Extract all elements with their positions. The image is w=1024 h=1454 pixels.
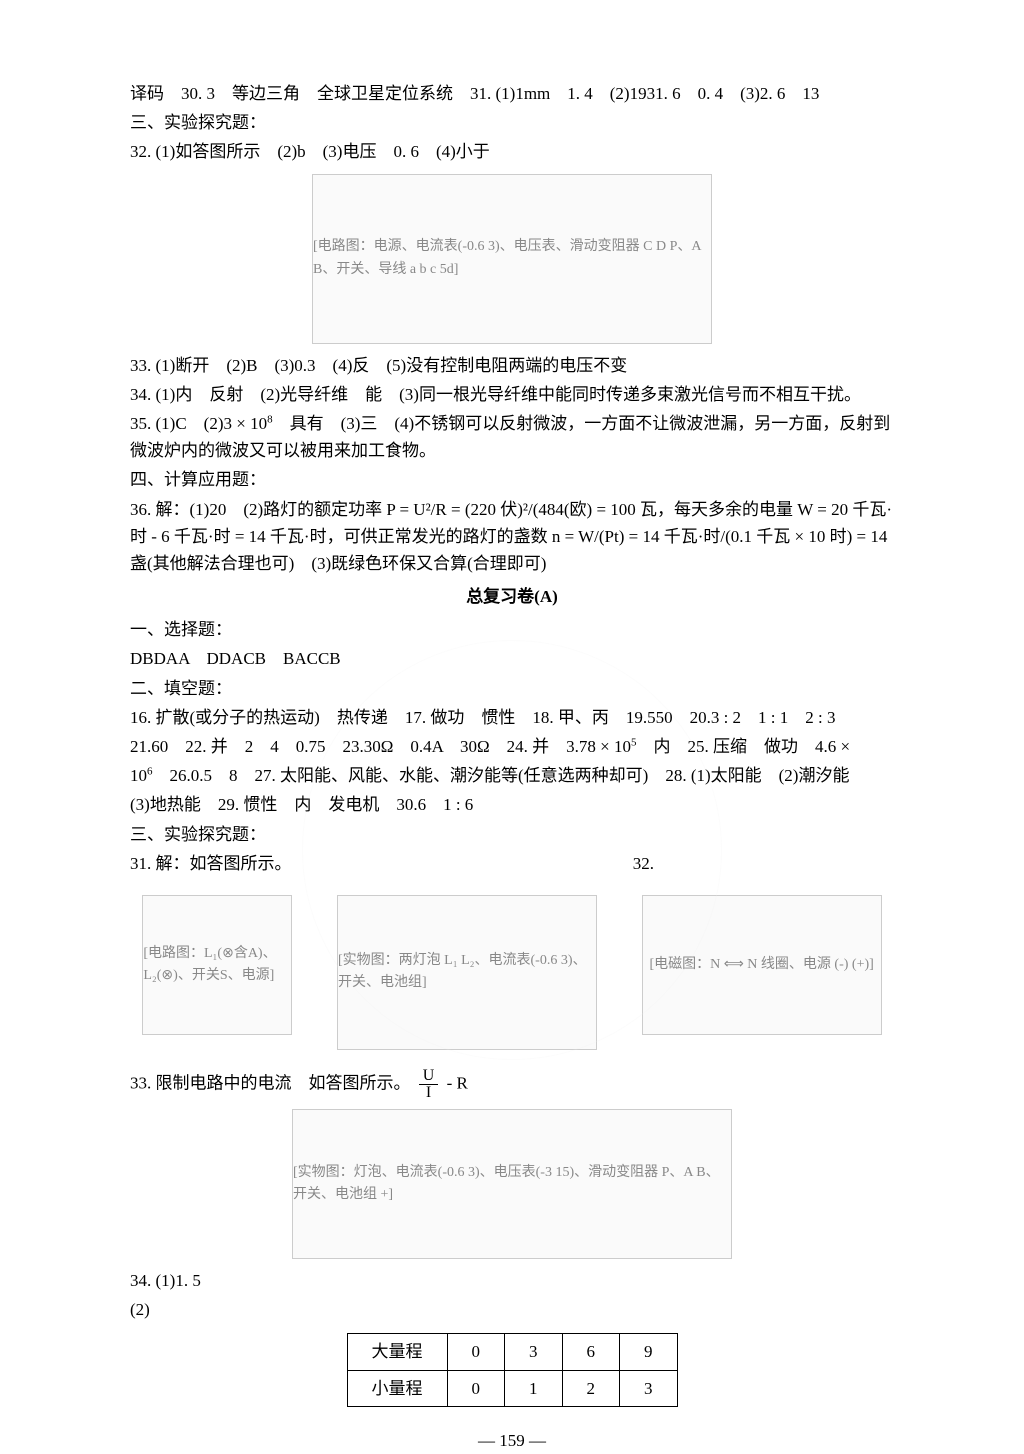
figure-32-electromagnet: [电磁图：N ⟺ N 线圈、电源 (-) (+)] <box>642 895 882 1035</box>
table-header-cell: 大量程 <box>347 1334 447 1370</box>
text-line: 译码 30. 3 等边三角 全球卫星定位系统 31. (1)1mm 1. 4 (… <box>130 80 894 107</box>
figure-33-circuit: [实物图：灯泡、电流表(-0.6 3)、电压表(-3 15)、滑动变阻器 P、A… <box>292 1109 732 1259</box>
text-line: 33. (1)断开 (2)B (3)0.3 (4)反 (5)没有控制电阻两端的电… <box>130 352 894 379</box>
fraction-denominator: I <box>422 1085 435 1101</box>
row-31-32: 31. 解：如答图所示。 32. <box>130 850 894 877</box>
section-heading: 三、实验探究题： <box>130 821 894 848</box>
table-cell: 9 <box>620 1334 678 1370</box>
text-line: 35. (1)C (2)3 × 108 具有 (3)三 (4)不锈钢可以反射微波… <box>130 410 894 464</box>
q31-label: 31. 解：如答图所示。 <box>130 850 292 877</box>
figure-row: [电路图：L₁(⊗含A)、L₂(⊗)、开关S、电源] [实物图：两灯泡 L₁ L… <box>130 887 894 1058</box>
q34-line1: 34. (1)1. 5 <box>130 1267 894 1294</box>
section-heading: 二、填空题： <box>130 675 894 702</box>
section-heading: 三、实验探究题： <box>130 109 894 136</box>
q32-label: 32. <box>633 850 654 877</box>
page-number: — 159 — <box>130 1427 894 1454</box>
text-span: 内 25. 压缩 做功 4.6 × <box>636 737 850 756</box>
table-cell: 6 <box>562 1334 620 1370</box>
text-span: 10 <box>130 766 147 785</box>
q33-suffix: - R <box>447 1073 468 1092</box>
q33-line: 33. 限制电路中的电流 如答图所示。 U I - R <box>130 1068 894 1101</box>
text-line: 106 26.0.5 8 27. 太阳能、风能、水能、潮汐能等(任意选两种却可)… <box>130 762 894 789</box>
figure-31-physical: [实物图：两灯泡 L₁ L₂、电流表(-0.6 3)、开关、电池组] <box>337 895 597 1050</box>
text-line: (3)地热能 29. 惯性 内 发电机 30.6 1 : 6 <box>130 791 894 818</box>
text-line: 36. 解：(1)20 (2)路灯的额定功率 P = U²/R = (220 伏… <box>130 496 894 578</box>
table-cell: 0 <box>447 1334 505 1370</box>
text-line: 16. 扩散(或分子的热运动) 热传递 17. 做功 惯性 18. 甲、丙 19… <box>130 704 894 731</box>
section-heading: 四、计算应用题： <box>130 466 894 493</box>
table-row: 大量程 0 3 6 9 <box>347 1334 677 1370</box>
text-line: 34. (1)内 反射 (2)光导纤维 能 (3)同一根光导纤维中能同时传递多束… <box>130 381 894 408</box>
table-row: 小量程 0 1 2 3 <box>347 1370 677 1406</box>
table-header-cell: 小量程 <box>347 1370 447 1406</box>
review-title: 总复习卷(A) <box>130 583 894 610</box>
table-cell: 3 <box>505 1334 563 1370</box>
q33-prefix: 33. 限制电路中的电流 如答图所示。 <box>130 1073 411 1092</box>
q34-line2: (2) <box>130 1296 894 1323</box>
table-cell: 3 <box>620 1370 678 1406</box>
fraction-numerator: U <box>419 1068 439 1085</box>
text-span: 26.0.5 8 27. 太阳能、风能、水能、潮汐能等(任意选两种却可) 28.… <box>153 766 850 785</box>
table-cell: 2 <box>562 1370 620 1406</box>
range-table: 大量程 0 3 6 9 小量程 0 1 2 3 <box>347 1333 678 1406</box>
section-heading: 一、选择题： <box>130 616 894 643</box>
text-span: 21.60 22. 并 2 4 0.75 23.30Ω 0.4A 30Ω 24.… <box>130 737 631 756</box>
text-span: 35. (1)C (2)3 × 10 <box>130 414 267 433</box>
table-cell: 1 <box>505 1370 563 1406</box>
figure-31-schematic: [电路图：L₁(⊗含A)、L₂(⊗)、开关S、电源] <box>142 895 292 1035</box>
choice-answers: DBDAA DDACB BACCB <box>130 645 894 672</box>
table-cell: 0 <box>447 1370 505 1406</box>
text-line: 32. (1)如答图所示 (2)b (3)电压 0. 6 (4)小于 <box>130 138 894 165</box>
fraction-u-over-i: U I <box>419 1068 439 1101</box>
figure-circuit-32: [电路图：电源、电流表(-0.6 3)、电压表、滑动变阻器 C D P、A B、… <box>312 174 712 344</box>
text-line: 21.60 22. 并 2 4 0.75 23.30Ω 0.4A 30Ω 24.… <box>130 733 894 760</box>
